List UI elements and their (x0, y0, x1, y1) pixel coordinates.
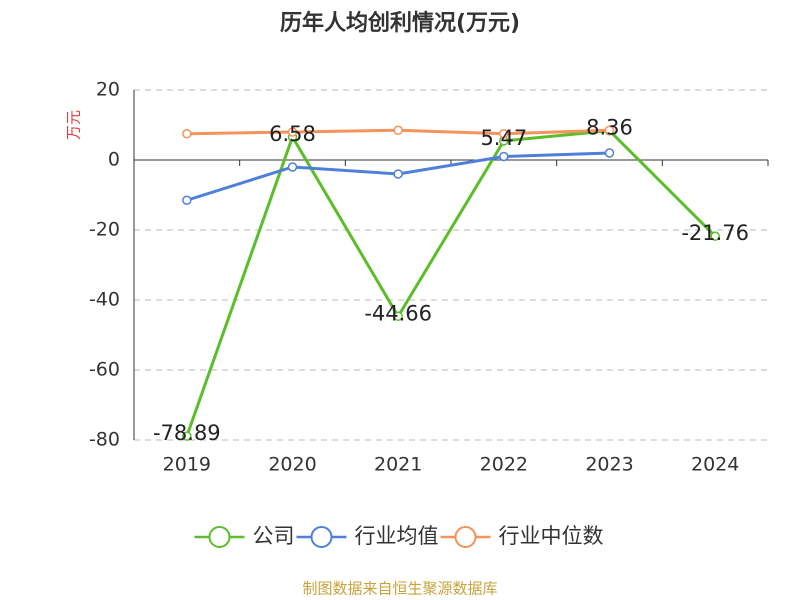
data-point (182, 195, 192, 205)
data-point (182, 431, 192, 441)
legend-label: 行业中位数 (499, 524, 604, 548)
data-point (287, 127, 298, 137)
y-axis-label: 万元 (65, 110, 83, 140)
y-tick-label: 0 (108, 149, 120, 171)
legend-label: 行业均值 (355, 524, 439, 548)
x-tick-label: 2022 (480, 454, 528, 476)
x-tick-label: 2024 (691, 454, 739, 476)
x-tick-label: 2019 (163, 454, 211, 476)
data-point (499, 151, 509, 162)
legend-marker (208, 526, 231, 548)
data-label: -21.76 (681, 221, 749, 245)
y-tick-label: -20 (89, 219, 120, 241)
chart-title: 历年人均创利情况(万元) (280, 10, 520, 36)
data-point (499, 129, 509, 139)
x-tick-label: 2023 (585, 454, 633, 476)
legend-label: 公司 (253, 524, 295, 548)
x-tick-label: 2021 (374, 454, 422, 476)
y-tick-label: -80 (89, 429, 120, 451)
data-label: -44.66 (364, 301, 432, 325)
source-note: 制图数据来自恒生聚源数据库 (302, 580, 497, 598)
legend-marker (454, 526, 477, 548)
data-point (393, 169, 403, 179)
data-point (604, 125, 615, 135)
data-label: 5.47 (480, 126, 527, 150)
y-tick-label: -40 (89, 289, 120, 311)
data-point (182, 129, 192, 139)
y-tick-label: 20 (96, 79, 120, 101)
data-point (393, 311, 403, 322)
data-label: -78.89 (153, 421, 221, 445)
data-label: 6.58 (269, 122, 316, 146)
legend-marker (310, 526, 333, 548)
data-label: 8.36 (586, 116, 633, 140)
series-line (185, 129, 717, 437)
data-point (604, 148, 615, 158)
x-tick-label: 2020 (268, 454, 316, 476)
data-point (287, 162, 298, 172)
data-point (393, 125, 403, 135)
y-tick-label: -60 (89, 359, 120, 381)
data-point (710, 231, 720, 241)
